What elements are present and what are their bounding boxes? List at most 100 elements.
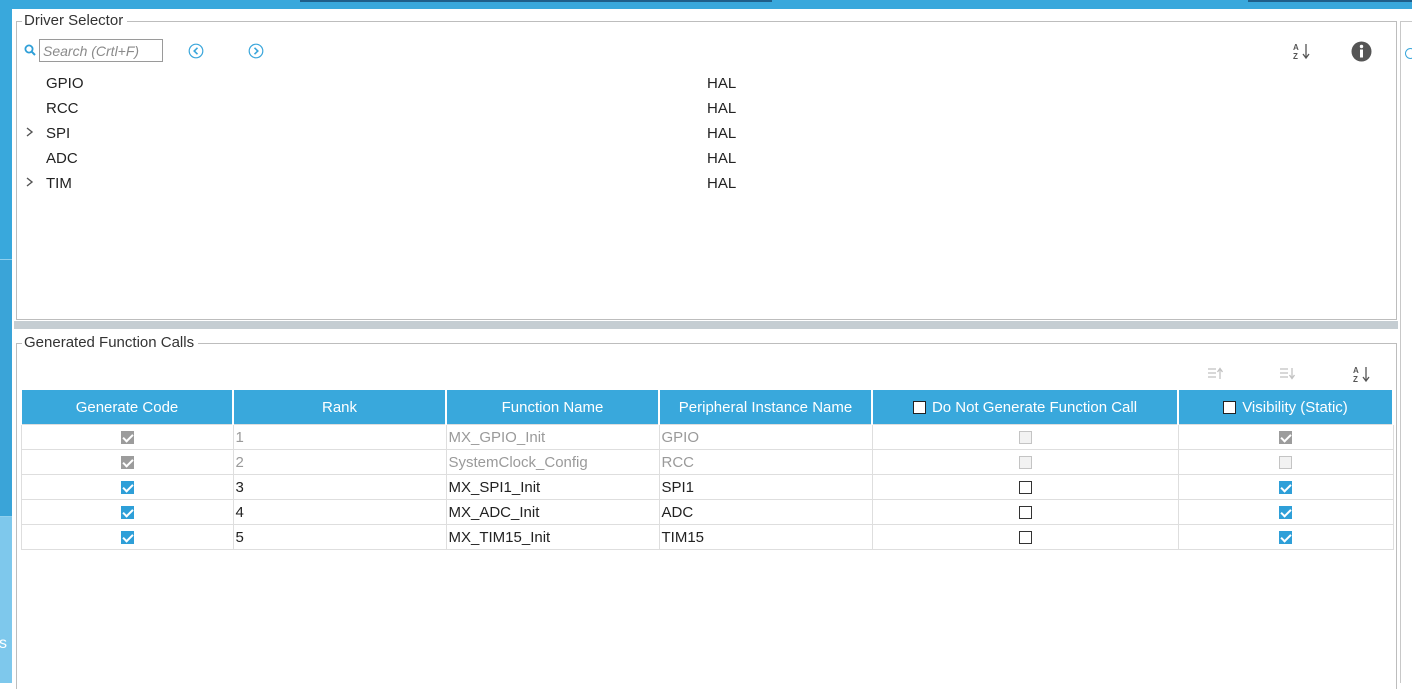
column-header-visibility[interactable]: Visibility (Static) xyxy=(1177,390,1394,425)
do-not-generate-checkbox[interactable] xyxy=(1018,506,1032,520)
do-not-generate-checkbox xyxy=(1018,431,1032,445)
generate-code-cell xyxy=(20,474,234,500)
generated-function-calls-panel xyxy=(16,343,1397,689)
do-not-generate-cell xyxy=(871,499,1179,525)
sort-alphabetical-icon[interactable]: A Z xyxy=(1292,42,1312,60)
visibility-checkbox[interactable] xyxy=(1279,506,1292,520)
table-row[interactable]: 1 MX_GPIO_Init GPIO xyxy=(20,424,1394,450)
generate-code-checkbox xyxy=(120,431,134,445)
right-panel-edge xyxy=(1400,9,1412,683)
function-name-cell: MX_SPI1_Init xyxy=(445,474,660,500)
driver-name: ADC xyxy=(46,150,78,167)
driver-row[interactable]: SPI HAL xyxy=(22,121,1392,146)
visibility-cell xyxy=(1177,449,1394,475)
generate-code-checkbox[interactable] xyxy=(120,481,134,495)
function-name-cell: MX_ADC_Init xyxy=(445,499,660,525)
chevron-right-icon[interactable] xyxy=(24,175,36,189)
table-row[interactable]: 2 SystemClock_Config RCC xyxy=(20,449,1394,475)
driver-name: GPIO xyxy=(46,75,84,92)
driver-name: TIM xyxy=(46,175,72,192)
driver-library[interactable]: HAL xyxy=(707,75,737,92)
generate-code-checkbox[interactable] xyxy=(120,506,134,520)
driver-library[interactable]: HAL xyxy=(707,100,737,117)
function-name-cell: MX_GPIO_Init xyxy=(445,424,660,450)
function-name-cell: MX_TIM15_Init xyxy=(445,524,660,550)
driver-library[interactable]: HAL xyxy=(707,150,737,167)
search-icon xyxy=(24,44,36,56)
visibility-cell xyxy=(1177,474,1394,500)
peripheral-instance-cell: GPIO xyxy=(658,424,873,450)
rank-cell: 2 xyxy=(232,449,447,475)
do-not-generate-all-checkbox[interactable] xyxy=(912,400,926,414)
chevron-right-icon[interactable] xyxy=(24,125,36,139)
visibility-checkbox[interactable] xyxy=(1279,481,1292,495)
right-panel-nav-icon[interactable] xyxy=(1405,48,1412,59)
search-input[interactable] xyxy=(39,39,163,62)
driver-row[interactable]: RCC HAL xyxy=(22,96,1392,121)
driver-selector-title: Driver Selector xyxy=(22,12,128,29)
visibility-checkbox xyxy=(1279,431,1292,445)
generate-code-cell xyxy=(20,499,234,525)
info-icon[interactable] xyxy=(1351,41,1372,62)
rank-cell: 4 xyxy=(232,499,447,525)
visibility-cell xyxy=(1177,499,1394,525)
generate-code-cell xyxy=(20,524,234,550)
peripheral-instance-cell: SPI1 xyxy=(658,474,873,500)
table-header-row: Generate Code Rank Function Name Periphe… xyxy=(20,390,1394,425)
sort-function-calls-icon[interactable]: A Z xyxy=(1352,365,1372,383)
peripheral-instance-cell: RCC xyxy=(658,449,873,475)
column-header-do-not-generate[interactable]: Do Not Generate Function Call xyxy=(871,390,1179,425)
driver-row[interactable]: GPIO HAL xyxy=(22,71,1392,96)
do-not-generate-cell xyxy=(871,449,1179,475)
table-row[interactable]: 3 MX_SPI1_Init SPI1 xyxy=(20,474,1394,500)
column-header-generate-code[interactable]: Generate Code xyxy=(20,390,234,425)
generate-code-checkbox xyxy=(120,456,134,470)
driver-library[interactable]: HAL xyxy=(707,125,737,142)
visibility-checkbox[interactable] xyxy=(1279,531,1292,545)
generated-function-calls-title: Generated Function Calls xyxy=(22,334,199,351)
visibility-cell xyxy=(1177,424,1394,450)
previous-icon[interactable] xyxy=(188,43,204,59)
column-header-function-name[interactable]: Function Name xyxy=(445,390,660,425)
do-not-generate-checkbox[interactable] xyxy=(1018,481,1032,495)
visibility-all-checkbox[interactable] xyxy=(1223,400,1237,414)
generate-code-cell xyxy=(20,424,234,450)
driver-name: SPI xyxy=(46,125,71,142)
generate-code-checkbox[interactable] xyxy=(120,531,134,545)
do-not-generate-cell xyxy=(871,474,1179,500)
peripheral-instance-cell: TIM15 xyxy=(658,524,873,550)
panel-splitter[interactable] xyxy=(14,321,1398,329)
driver-name: RCC xyxy=(46,100,79,117)
column-header-rank[interactable]: Rank xyxy=(232,390,447,425)
column-header-peripheral-instance-name[interactable]: Peripheral Instance Name xyxy=(658,390,873,425)
peripheral-instance-cell: ADC xyxy=(658,499,873,525)
rank-cell: 3 xyxy=(232,474,447,500)
left-side-panel[interactable]: s xyxy=(0,9,12,683)
rank-cell: 5 xyxy=(232,524,447,550)
do-not-generate-checkbox xyxy=(1018,456,1032,470)
svg-text:Z: Z xyxy=(1353,375,1358,383)
visibility-checkbox xyxy=(1279,456,1292,470)
top-accent-bar xyxy=(0,0,1412,9)
rank-cell: 1 xyxy=(232,424,447,450)
driver-library[interactable]: HAL xyxy=(707,175,737,192)
next-icon[interactable] xyxy=(248,43,264,59)
do-not-generate-cell xyxy=(871,424,1179,450)
move-up-icon[interactable] xyxy=(1207,366,1225,382)
generate-code-cell xyxy=(20,449,234,475)
table-row[interactable]: 4 MX_ADC_Init ADC xyxy=(20,499,1394,525)
driver-row[interactable]: ADC HAL xyxy=(22,146,1392,171)
do-not-generate-cell xyxy=(871,524,1179,550)
svg-text:A: A xyxy=(1293,43,1299,52)
table-row[interactable]: 5 MX_TIM15_Init TIM15 xyxy=(20,524,1394,550)
do-not-generate-checkbox[interactable] xyxy=(1018,531,1032,545)
svg-text:A: A xyxy=(1353,366,1359,375)
left-panel-label: s xyxy=(0,635,7,652)
move-down-icon[interactable] xyxy=(1279,366,1297,382)
function-name-cell: SystemClock_Config xyxy=(445,449,660,475)
svg-text:Z: Z xyxy=(1293,52,1298,60)
visibility-cell xyxy=(1177,524,1394,550)
driver-row[interactable]: TIM HAL xyxy=(22,171,1392,196)
function-calls-table: Generate Code Rank Function Name Periphe… xyxy=(20,390,1394,550)
driver-selector-panel xyxy=(16,21,1397,320)
